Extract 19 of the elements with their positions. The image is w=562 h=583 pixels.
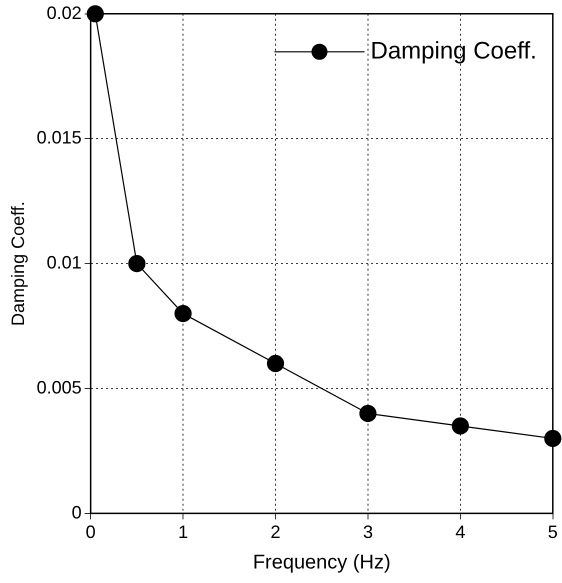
point [266, 354, 284, 372]
y-tick-label: 0.02 [46, 2, 82, 23]
y-tick-label: 0.005 [36, 377, 82, 398]
x-tick-label: 0 [86, 522, 96, 542]
x-tick-label: 5 [548, 522, 558, 542]
legend-label: Damping Coeff. [370, 37, 537, 64]
x-tick-label: 4 [455, 522, 466, 542]
x-tick-label: 3 [362, 522, 373, 542]
x-tick-label: 2 [270, 522, 281, 542]
x-tick-label: 1 [178, 522, 188, 542]
y-tick-label: 0.01 [46, 252, 82, 273]
y-tick-label: 0 [72, 502, 82, 522]
x-axis-title: Frequency (Hz) [252, 552, 391, 574]
y-tick-label: 0.015 [36, 128, 82, 148]
point [359, 404, 377, 422]
point [128, 255, 146, 272]
y-axis-title: Damping Coeff. [8, 201, 28, 326]
point [452, 417, 469, 435]
point [174, 304, 192, 322]
